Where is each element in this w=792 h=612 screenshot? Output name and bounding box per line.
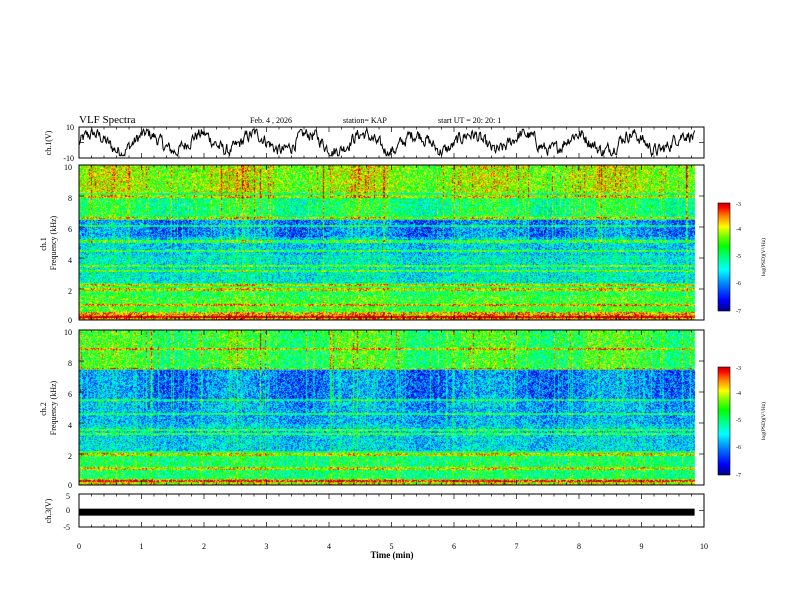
cb2-label: log(PSD)(V²/Hz) (760, 402, 767, 440)
time-axis-label: Time (min) (370, 550, 413, 560)
time-tick-label: 10 (700, 542, 708, 551)
ch2-ytick-4: 4 (68, 421, 72, 430)
ch2-spectrogram-panel: 0 2 4 6 8 10 ch.2 Frequency (kHz) (39, 328, 705, 490)
ch1-ytick-6: 6 (68, 225, 72, 234)
cb1-tick-m3: -3 (736, 202, 741, 208)
time-tick-label: 0 (77, 542, 81, 551)
cb2-tick-m6: -6 (736, 445, 741, 451)
ch1-ylabel: ch.1(V) (44, 130, 53, 155)
cb1-tick-m6: -6 (736, 281, 741, 287)
ch2-colorbar: -3 -4 -5 -6 -7 log(PSD)(V²/Hz) (717, 366, 767, 479)
ch1-ytick-4: 4 (68, 256, 72, 265)
ch1-ytick-top: 10 (66, 123, 74, 132)
ch1-ytick-0: 0 (68, 316, 72, 325)
ch2-ytick-2: 2 (68, 452, 72, 461)
ch3-ytick-0: 0 (66, 506, 70, 515)
time-tick-label: 3 (265, 542, 269, 551)
ch2-spec-ylabel: ch.2 Frequency (kHz) (39, 380, 58, 435)
ch1-spec-ylabel: ch.1 Frequency (kHz) (39, 215, 58, 270)
cb2-tick-m5: -5 (736, 418, 741, 424)
ch1-spectrogram-image (79, 165, 704, 320)
ch2-ytick-6: 6 (68, 390, 72, 399)
time-tick-label: 1 (140, 542, 144, 551)
ch1-ytick-8: 8 (68, 194, 72, 203)
ch2-ytick-8: 8 (68, 359, 72, 368)
date-label: Feb. 4 , 2026 (250, 116, 292, 125)
time-tick-label: 2 (202, 542, 206, 551)
time-axis: 0 1 2 3 4 5 6 7 8 9 10 (77, 542, 708, 551)
cb1-label: log(PSD)(V²/Hz) (760, 238, 767, 276)
ch1-waveform-panel: 10 -10 ch.1(V) (44, 123, 705, 163)
time-tick-label: 9 (640, 542, 644, 551)
start-time-label: start UT = 20: 20: 1 (438, 116, 501, 125)
ch1-ytick-10: 10 (64, 163, 72, 172)
ch3-ylabel: ch.3(V) (44, 498, 53, 523)
ch1-ytick-2: 2 (68, 287, 72, 296)
ch1-ytick-bottom: -10 (63, 154, 74, 163)
station-label: station= KAP (343, 116, 387, 125)
ch3-ytick-5: 5 (66, 492, 70, 501)
cb2-tick-m7: -7 (736, 473, 741, 479)
time-tick-label: 5 (390, 542, 394, 551)
time-tick-label: 6 (452, 542, 456, 551)
time-tick-label: 7 (515, 542, 519, 551)
ch1-spectrogram-panel: 0 2 4 6 8 10 ch.1 Frequency (kHz) (39, 163, 705, 325)
cb2-tick-m4: -4 (736, 391, 741, 397)
ch3-signal-band (79, 508, 695, 516)
time-tick-label: 4 (327, 542, 331, 551)
time-tick-label: 8 (577, 542, 581, 551)
ch2-ytick-10: 10 (64, 328, 72, 337)
ch3-signal-panel: 5 0 -5 ch.3(V) (44, 492, 705, 532)
cb1-tick-m4: -4 (736, 227, 741, 233)
cb1-tick-m5: -5 (736, 254, 741, 260)
ch3-ytick-m5: -5 (63, 523, 70, 532)
ch1-waveform-line (78, 127, 696, 158)
ch2-ytick-0: 0 (68, 481, 72, 490)
ch2-spectrogram-image (79, 330, 704, 485)
figure-title: VLF Spectra (79, 114, 136, 126)
cb1-tick-m7: -7 (736, 309, 741, 315)
cb2-tick-m3: -3 (736, 366, 741, 372)
ch1-colorbar: -3 -4 -5 -6 -7 log(PSD)(V²/Hz) (717, 202, 767, 315)
